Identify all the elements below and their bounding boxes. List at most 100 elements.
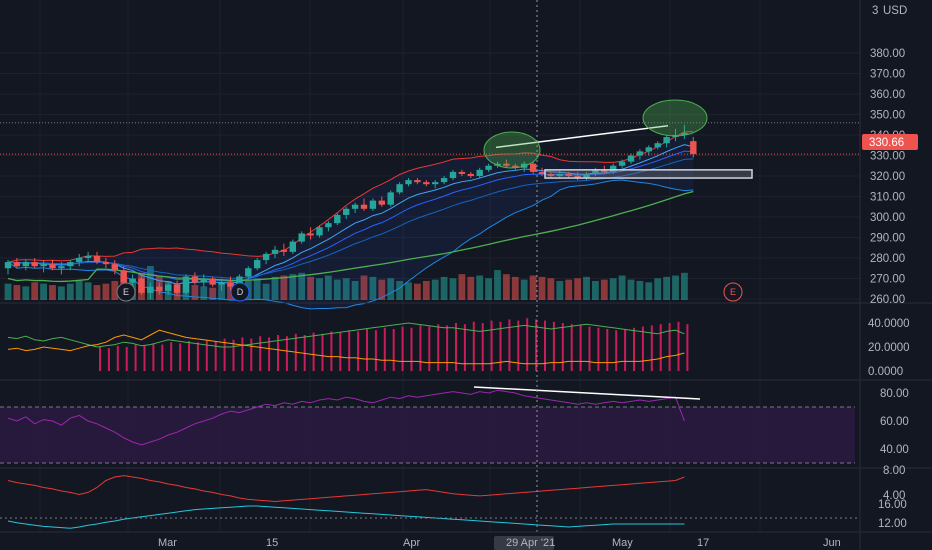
candle[interactable]	[529, 161, 537, 174]
candle[interactable]	[396, 182, 403, 195]
price-axis[interactable]: 3 USD 380.00370.00360.00350.00340.00330.…	[870, 5, 907, 306]
adx-axis-label: 20.0000	[868, 342, 910, 354]
trendline-drawing[interactable]	[495, 125, 669, 149]
candle[interactable]	[423, 180, 430, 187]
candle[interactable]	[414, 178, 421, 185]
candle[interactable]	[494, 161, 501, 168]
candle[interactable]	[449, 169, 457, 181]
candle[interactable]	[58, 262, 65, 275]
candle[interactable]	[458, 169, 466, 176]
candle[interactable]	[76, 253, 83, 267]
candle[interactable]	[147, 282, 154, 299]
candle[interactable]	[476, 167, 483, 179]
candle[interactable]	[654, 141, 661, 150]
dividend-badge[interactable]: D	[230, 282, 250, 302]
candle[interactable]	[503, 159, 510, 168]
candle[interactable]	[432, 180, 439, 189]
candle[interactable]	[111, 260, 118, 275]
candle[interactable]	[262, 251, 270, 265]
candle[interactable]	[343, 206, 350, 220]
candle[interactable]	[22, 260, 29, 271]
svg-text:D: D	[237, 287, 244, 297]
volume-bar	[583, 276, 590, 300]
candle[interactable]	[325, 221, 332, 232]
currency-label[interactable]: USD	[883, 5, 907, 17]
candle[interactable]	[156, 282, 163, 295]
candle[interactable]	[610, 163, 617, 174]
highlight-ellipse-right[interactable]	[642, 99, 708, 137]
rsi-pane[interactable]	[0, 386, 855, 464]
candle[interactable]	[405, 178, 412, 187]
bottom-axis-label: 8.00	[883, 465, 905, 477]
candle[interactable]	[547, 171, 555, 179]
candle[interactable]	[663, 135, 670, 148]
candle[interactable]	[182, 274, 190, 295]
volume-bar	[511, 276, 519, 300]
event-badges[interactable]: E D E	[116, 282, 743, 302]
candlesticks[interactable]	[4, 124, 697, 299]
support-zone-rectangle[interactable]	[544, 169, 753, 179]
candle[interactable]	[512, 163, 519, 170]
candle[interactable]	[254, 258, 261, 271]
candle[interactable]	[49, 260, 56, 271]
candle[interactable]	[245, 266, 252, 279]
candle[interactable]	[334, 212, 341, 226]
candle[interactable]	[316, 225, 323, 238]
candle[interactable]	[565, 171, 572, 179]
drawing-annotations[interactable]	[0, 99, 860, 179]
candle[interactable]	[440, 176, 448, 185]
candle[interactable]	[209, 276, 216, 287]
candle[interactable]	[387, 190, 394, 207]
candle[interactable]	[138, 276, 145, 295]
candle[interactable]	[191, 272, 199, 285]
candle[interactable]	[31, 258, 38, 269]
candle[interactable]	[280, 243, 288, 256]
adx-bar	[552, 321, 555, 371]
candle[interactable]	[556, 169, 563, 179]
candle[interactable]	[298, 231, 305, 244]
candle[interactable]	[218, 278, 225, 291]
candle[interactable]	[13, 258, 21, 269]
earnings-badge[interactable]: E	[116, 282, 136, 302]
candle[interactable]	[307, 227, 314, 240]
candle[interactable]	[289, 239, 296, 254]
candle[interactable]	[378, 196, 385, 207]
candle[interactable]	[467, 171, 474, 179]
adx-axis[interactable]: 40.0000 20.0000 0.0000	[868, 318, 910, 378]
candle[interactable]	[84, 251, 92, 263]
candle[interactable]	[618, 159, 626, 168]
candle[interactable]	[271, 245, 279, 258]
candle[interactable]	[227, 276, 234, 291]
adx-pane[interactable]	[7, 318, 689, 371]
volume-bar	[31, 282, 39, 300]
candle[interactable]	[200, 274, 207, 287]
rsi-divergence-trendline[interactable]	[473, 386, 701, 400]
candle[interactable]	[538, 167, 546, 176]
rsi-axis[interactable]: 80.00 60.00 40.00	[880, 388, 909, 456]
candle[interactable]	[351, 202, 359, 213]
candle[interactable]	[67, 260, 74, 271]
price-pane[interactable]: E D E	[0, 99, 860, 310]
candle[interactable]	[485, 163, 492, 172]
bottom-indicator-pane[interactable]	[0, 475, 860, 529]
earnings-badge-upcoming[interactable]: E	[723, 282, 743, 302]
volume-bar	[40, 283, 47, 300]
candle[interactable]	[93, 251, 101, 265]
candle[interactable]	[360, 198, 368, 211]
candle[interactable]	[165, 282, 172, 295]
candle[interactable]	[369, 198, 377, 211]
candle[interactable]	[681, 124, 688, 140]
time-axis[interactable]: Mar 15 Apr 29 Apr '21 May 17 Jun	[158, 536, 841, 550]
candle[interactable]	[4, 260, 12, 275]
grid-lines	[0, 0, 860, 532]
candle[interactable]	[40, 260, 47, 273]
candle[interactable]	[102, 258, 110, 269]
volume-bar	[58, 286, 65, 300]
candle[interactable]	[173, 280, 181, 295]
adx-bar	[463, 324, 466, 371]
candle[interactable]	[627, 153, 635, 164]
adx-bar	[143, 345, 146, 371]
highlight-ellipse-left[interactable]	[483, 131, 541, 169]
